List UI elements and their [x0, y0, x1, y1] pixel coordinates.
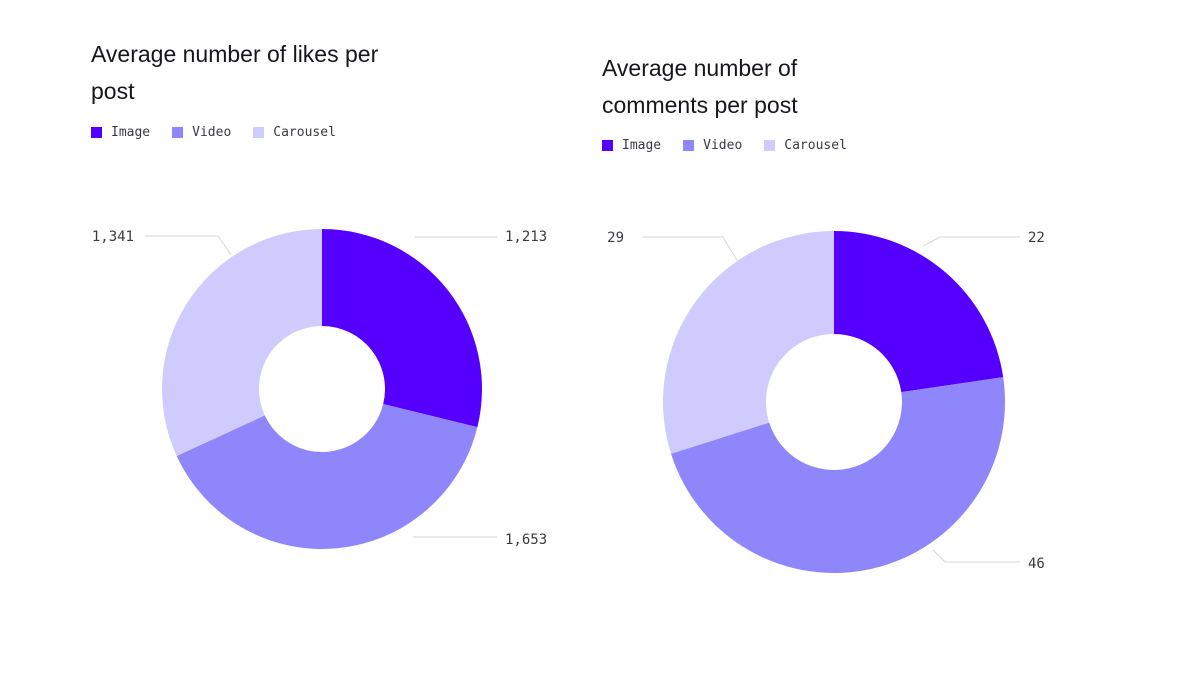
- legend-swatch-image: [91, 127, 102, 138]
- legend-item-image: Image: [602, 138, 661, 153]
- legend-swatch-image: [602, 140, 613, 151]
- donut-slice-carousel: [663, 230, 834, 454]
- donut-slice-image: [834, 231, 1004, 393]
- likes-donut-chart: 1,213 1,653 1,341: [92, 229, 547, 550]
- leader-line-video: [932, 549, 1020, 563]
- leader-line-image: [922, 236, 1020, 247]
- chart-legend: Image Video Carousel: [91, 125, 336, 140]
- legend-swatch-video: [683, 140, 695, 151]
- donut-slice-image: [322, 229, 482, 428]
- legend-label-video: Video: [192, 125, 232, 140]
- legend-label-video: Video: [703, 138, 743, 153]
- chart-title: Average number of comments per post: [602, 55, 798, 118]
- legend-label-carousel: Carousel: [273, 125, 336, 140]
- comments-donut-chart: 22 46 29: [607, 230, 1045, 573]
- legend-item-video: Video: [683, 138, 742, 153]
- data-label-video: 1,653: [505, 532, 547, 548]
- legend-item-carousel: Carousel: [764, 138, 847, 153]
- legend-swatch-carousel: [253, 127, 265, 138]
- chart-legend: Image Video Carousel: [602, 138, 847, 153]
- legend-item-carousel: Carousel: [253, 125, 336, 140]
- donut-slice-carousel: [161, 229, 322, 456]
- chart-title: Average number of likes per post: [91, 41, 379, 104]
- leader-line-carousel: [642, 236, 739, 263]
- legend-label-image: Image: [111, 125, 151, 140]
- legend-swatch-carousel: [764, 140, 776, 151]
- legend-item-image: Image: [91, 125, 150, 140]
- data-label-image: 1,213: [505, 229, 547, 245]
- legend-label-carousel: Carousel: [784, 138, 847, 153]
- likes-chart-panel: Average number of likes per post Image V…: [0, 0, 590, 675]
- data-label-video: 46: [1028, 556, 1045, 572]
- legend-swatch-video: [172, 127, 184, 138]
- donut-slice-video: [176, 404, 478, 550]
- legend-label-image: Image: [622, 138, 662, 153]
- legend-item-video: Video: [172, 125, 231, 140]
- data-label-carousel: 29: [607, 230, 624, 246]
- comments-chart-panel: Average number of comments per post Imag…: [590, 0, 1200, 675]
- leader-line-carousel: [145, 235, 232, 256]
- data-label-carousel: 1,341: [92, 229, 134, 245]
- data-label-image: 22: [1028, 230, 1045, 246]
- donut-slice-video: [671, 377, 1005, 573]
